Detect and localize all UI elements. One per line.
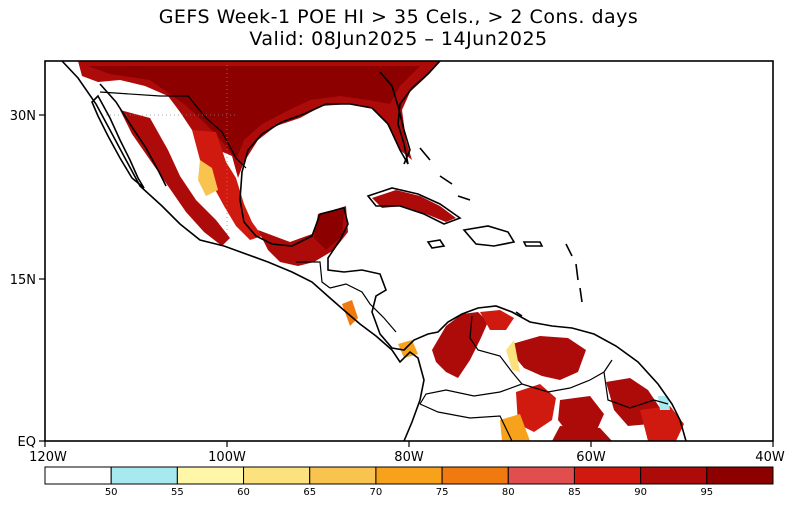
colorbar-swatch [706,466,774,485]
border-guyanas [603,371,669,409]
shade-amazon-4 [640,406,684,441]
border-central-america [329,283,397,333]
colorbar-swatch [375,466,443,485]
shade-mexico-west [120,110,230,246]
map-title-line2: Valid: 08Jun2025 – 14Jun2025 [249,28,548,50]
coastlines [61,61,687,441]
shade-amazon-2 [558,396,604,436]
coast-pacific-mexico [61,61,425,441]
xtick-label-120w: 120W [29,450,67,465]
shade-colombia-north [432,312,488,378]
shade-venezuela-ring [506,340,520,372]
ytick-label-eq: EQ [18,435,36,450]
ytick-label-30n: 30N [10,109,36,124]
colorbar-label: 95 [700,487,713,498]
hispaniola-outline [462,225,516,247]
colorbar-label: 90 [634,487,647,498]
colorbar-swatch [507,466,575,485]
colorbar-swatch [243,466,311,485]
border-us-mexico [99,91,247,169]
colorbar-swatch [176,466,245,485]
colorbar-label: 70 [370,487,383,498]
colorbar-swatch [441,466,509,485]
axis-tick-marks [39,114,774,447]
coast-us-gulf [239,61,687,441]
xtick-label-80w: 80W [394,450,424,465]
shade-amazon-1 [516,384,556,432]
colorbar-swatch [640,466,708,485]
shade-central-america [342,300,358,326]
shade-us-south-inner [88,66,420,160]
xtick-label-60w: 60W [576,450,606,465]
shade-venezuela-interior [512,336,586,380]
border-colombia-venezuela [419,315,524,405]
shade-yucatan-inner [314,210,344,250]
coast-gulf-california [99,83,167,187]
xtick-label-100w: 100W [208,450,246,465]
colorbar-label: 85 [568,487,581,498]
colorbar-swatch [110,466,178,485]
coast-baja [91,94,145,189]
colorbar-label: 80 [502,487,515,498]
lesser-antilles [515,243,583,317]
shade-amazon-6 [552,426,612,441]
puerto-rico-outline [522,241,544,247]
colorbar-swatch [309,466,377,485]
shade-venezuela-coast [480,310,514,330]
bahamas-outline [419,147,471,201]
coast-florida [379,71,411,165]
colorbar-label: 65 [303,487,316,498]
cuba-outline [366,187,462,225]
ytick-label-15n: 15N [10,273,36,288]
border-guatemala [296,261,331,289]
colorbar: 50 55 60 65 70 75 80 85 90 95 [44,466,774,498]
colorbar-swatch [44,466,112,485]
colorbar-label: 60 [237,487,250,498]
xtick-label-40w: 40W [755,450,785,465]
colorbar-label: 50 [105,487,118,498]
colorbar-label: 55 [171,487,184,498]
shade-amazon-5 [500,414,530,441]
jamaica-outline [426,239,446,249]
political-borders [99,91,669,441]
probability-shading [78,61,684,441]
border-venezuela-brazil [521,359,613,393]
map-title-line1: GEFS Week-1 POE HI > 35 Cels., > 2 Cons.… [158,6,639,28]
colorbar-label: 75 [436,487,449,498]
border-brazil-peru [419,403,513,441]
map-plot-area [61,61,687,441]
colorbar-swatch [573,466,642,485]
shade-cuba [372,190,456,222]
reference-gridlines [106,61,236,236]
shade-mexico-plateau [198,160,218,196]
map-frame [44,60,774,442]
